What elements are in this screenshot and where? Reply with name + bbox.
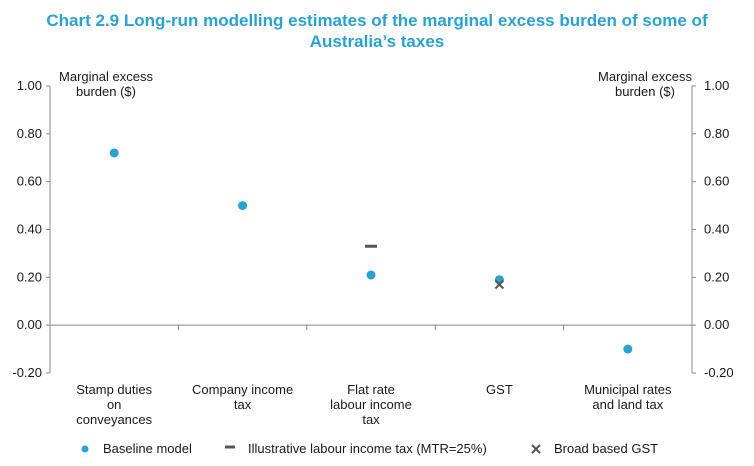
- baseline-model-point: [366, 270, 376, 280]
- y-tick-label-left: 0.80: [17, 126, 42, 141]
- y-tick-label-right: 0.60: [704, 174, 729, 189]
- y-axis-title-right: burden ($): [615, 84, 675, 99]
- y-axis-title-left: Marginal excess: [59, 69, 153, 84]
- broad-gst-mark: [494, 279, 505, 290]
- legend-baseline-marker: [81, 445, 89, 453]
- y-tick-label-right: 1.00: [704, 78, 729, 93]
- legend-label: Broad based GST: [554, 441, 658, 456]
- y-tick-label-left: 0.00: [17, 317, 42, 332]
- chart-title: Chart 2.9 Long-run modelling estimates o…: [0, 10, 754, 52]
- y-tick-label-left: -0.20: [12, 365, 42, 380]
- category-label: Company income: [192, 382, 293, 397]
- category-label: tax: [362, 412, 380, 427]
- category-label: Flat rate: [347, 382, 395, 397]
- chart-title-line-1: Chart 2.9 Long-run modelling estimates o…: [46, 11, 708, 30]
- y-tick-label-right: 0.00: [704, 317, 729, 332]
- y-tick-label-right: 0.80: [704, 126, 729, 141]
- category-label: GST: [486, 382, 513, 397]
- y-tick-label-left: 0.20: [17, 269, 42, 284]
- baseline-model-point: [623, 344, 633, 354]
- category-label: conveyances: [76, 412, 152, 427]
- category-label: on: [107, 397, 121, 412]
- y-tick-label-left: 0.40: [17, 222, 42, 237]
- y-tick-label-left: 1.00: [17, 78, 42, 93]
- category-label: Municipal rates: [584, 382, 672, 397]
- y-tick-label-right: -0.20: [704, 365, 734, 380]
- category-label: tax: [234, 397, 252, 412]
- category-label: and land tax: [592, 397, 663, 412]
- baseline-model-point: [109, 148, 119, 158]
- category-label: labour income: [330, 397, 412, 412]
- legend-gst-marker: [531, 444, 541, 454]
- baseline-model-point: [494, 275, 504, 285]
- y-tick-label-right: 0.40: [704, 222, 729, 237]
- legend-label: Illustrative labour income tax (MTR=25%): [248, 441, 487, 456]
- y-axis-title-right: Marginal excess: [598, 69, 692, 84]
- y-tick-label-left: 0.60: [17, 174, 42, 189]
- y-tick-label-right: 0.20: [704, 269, 729, 284]
- y-axis-title-left: burden ($): [76, 84, 136, 99]
- baseline-model-point: [238, 201, 248, 211]
- category-label: Stamp duties: [76, 382, 152, 397]
- chart-title-line-2: Australia’s taxes: [309, 32, 445, 51]
- legend-label: Baseline model: [103, 441, 192, 456]
